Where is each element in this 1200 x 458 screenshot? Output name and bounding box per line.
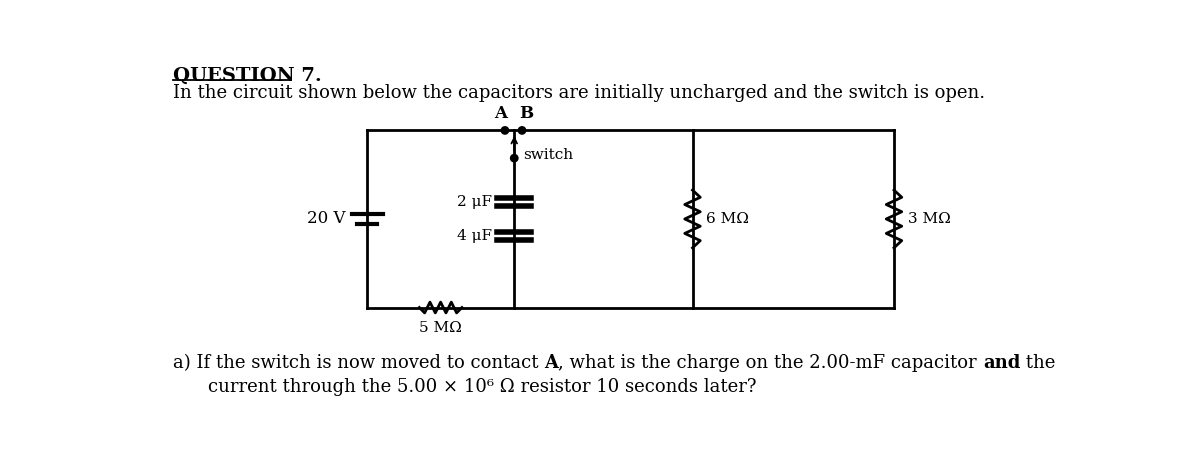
Text: 3 MΩ: 3 MΩ <box>908 212 950 226</box>
Text: and: and <box>983 354 1020 372</box>
Circle shape <box>511 155 517 162</box>
Text: A: A <box>545 354 558 372</box>
Text: A: A <box>494 105 508 122</box>
Text: In the circuit shown below the capacitors are initially uncharged and the switch: In the circuit shown below the capacitor… <box>173 84 985 102</box>
Text: QUESTION 7.: QUESTION 7. <box>173 67 322 85</box>
Text: current through the 5.00 × 10⁶ Ω resistor 10 seconds later?: current through the 5.00 × 10⁶ Ω resisto… <box>208 378 757 396</box>
Text: 5 MΩ: 5 MΩ <box>419 321 462 335</box>
Text: 4 μF: 4 μF <box>457 229 492 243</box>
Text: switch: switch <box>523 148 574 162</box>
Text: , what is the charge on the 2.00-mF capacitor: , what is the charge on the 2.00-mF capa… <box>558 354 983 372</box>
Circle shape <box>518 127 526 134</box>
Text: B: B <box>518 105 533 122</box>
Text: 20 V: 20 V <box>307 211 346 228</box>
Text: 2 μF: 2 μF <box>457 195 492 209</box>
Text: 6 MΩ: 6 MΩ <box>707 212 749 226</box>
Text: the: the <box>1020 354 1056 372</box>
Text: a) If the switch is now moved to contact: a) If the switch is now moved to contact <box>173 354 545 372</box>
Circle shape <box>502 127 509 134</box>
